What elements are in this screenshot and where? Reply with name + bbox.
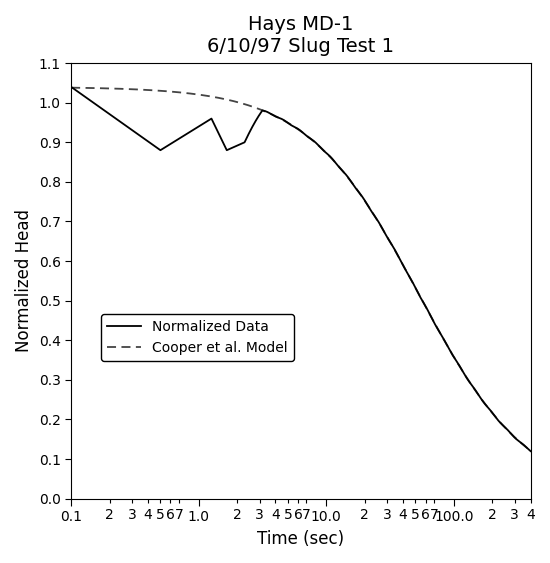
X-axis label: Time (sec): Time (sec) (257, 530, 344, 548)
Title: Hays MD-1
6/10/97 Slug Test 1: Hays MD-1 6/10/97 Slug Test 1 (207, 15, 394, 56)
Y-axis label: Normalized Head: Normalized Head (15, 209, 33, 352)
Legend: Normalized Data, Cooper et al. Model: Normalized Data, Cooper et al. Model (101, 315, 294, 360)
